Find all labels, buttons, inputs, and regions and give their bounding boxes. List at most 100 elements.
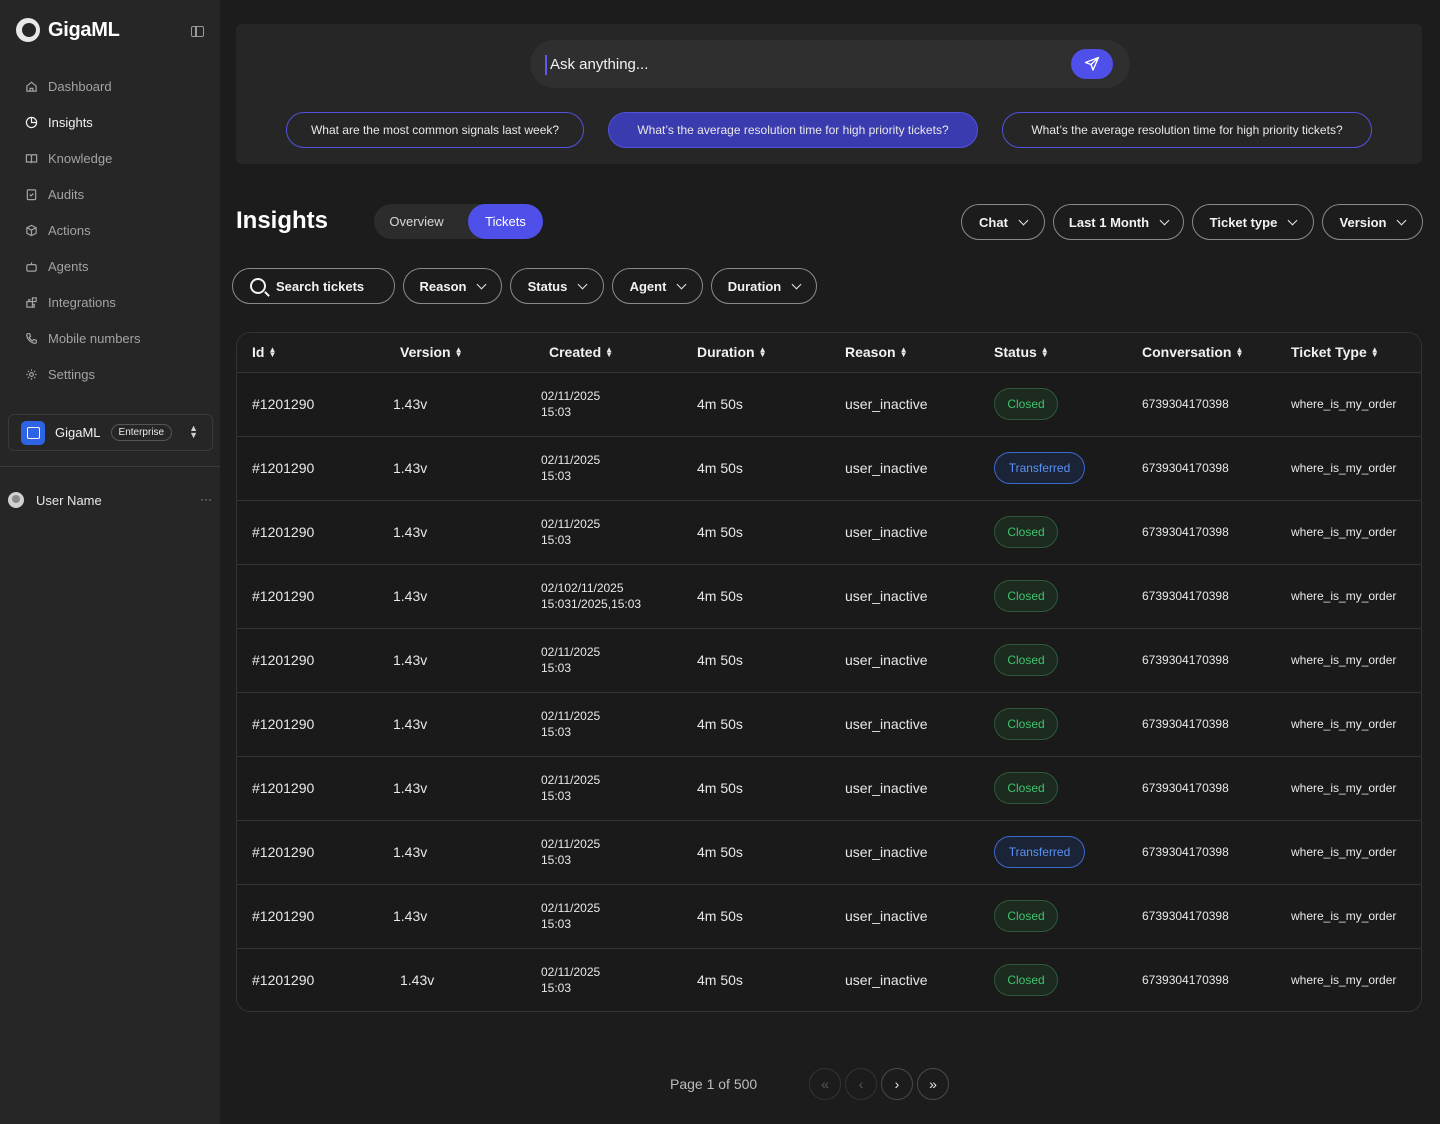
table-row[interactable]: #1201290 1.43v 02/11/2025 15:03 4m 50s user_i… [237,693,1421,757]
cell-version: 1.43v [393,588,428,604]
column-header-label: Reason [845,344,896,360]
sidebar-item-mobile-numbers[interactable]: Mobile numbers [16,320,212,356]
cell-conversation: 6739304170398 [1142,397,1229,411]
sidebar-item-integrations[interactable]: Integrations [16,284,212,320]
sidebar-item-knowledge[interactable]: Knowledge [16,140,212,176]
cell-created-date: 02/11/2025 [541,517,601,531]
user-menu[interactable]: User Name ··· [8,492,212,508]
sidebar: GigaML Dashboard Insights Knowledge Aud [0,0,220,1124]
table-row[interactable]: #1201290 1.43v 02/11/2025 15:03 4m 50s user_i… [237,629,1421,693]
org-icon [21,420,45,445]
cell-conversation: 6739304170398 [1142,781,1229,795]
cell-created-date: 02/11/2025 [541,901,601,915]
duration-filter[interactable]: Duration [711,268,817,304]
chevron-down-icon [676,279,687,289]
version-filter-label: Version [1339,214,1387,230]
column-header-reason[interactable]: Reason ▲ ▼ [845,344,908,360]
tab-overview[interactable]: Overview [389,214,444,229]
cell-reason: user_inactive [845,652,928,668]
cell-conversation: 6739304170398 [1142,717,1229,731]
cell-version: 1.43v [393,396,428,412]
previous-page-button[interactable]: ‹ [845,1068,877,1100]
tab-tickets[interactable]: Tickets [468,204,543,239]
column-header-ticket-type[interactable]: Ticket Type ▲ ▼ [1291,344,1379,360]
send-button[interactable] [1071,49,1113,79]
sidebar-item-label: Insights [48,114,93,130]
search-placeholder: Search tickets [276,278,365,294]
agent-filter[interactable]: Agent [612,268,703,304]
cell-version: 1.43v [393,844,428,860]
table-row[interactable]: #1201290 1.43v 02/11/2025 15:03 4m 50s user_i… [237,949,1421,1011]
cell-ticket-type: where_is_my_order [1291,781,1397,795]
cell-id: #1201290 [252,780,315,796]
cell-conversation: 6739304170398 [1142,653,1229,667]
table-row[interactable]: #1201290 1.43v 02/11/2025 15:03 4m 50s user_i… [237,437,1421,501]
table-row[interactable]: #1201290 1.43v 02/11/2025 15:03 4m 50s user_i… [237,373,1421,437]
first-page-button[interactable]: « [809,1068,841,1100]
column-header-status[interactable]: Status ▲ ▼ [994,344,1049,360]
cell-created: 02/11/2025 15:03 [541,772,600,804]
column-header-label: Ticket Type [1291,344,1367,360]
sidebar-item-agents[interactable]: Agents [16,248,212,284]
cell-version: 1.43v [393,652,428,668]
sidebar-item-settings[interactable]: Settings [16,356,212,392]
cell-created: 02/11/2025 15:03 [541,900,600,932]
column-header-id[interactable]: Id ▲ ▼ [252,344,276,360]
sidebar-item-dashboard[interactable]: Dashboard [16,68,212,104]
column-header-version[interactable]: Version ▲ ▼ [400,344,463,360]
table-row[interactable]: #1201290 1.43v 02/11/2025 15:03 4m 50s user_i… [237,885,1421,949]
org-switcher[interactable]: GigaML Enterprise ▲ ▼ [8,414,213,451]
double-chevron-left-icon: « [821,1076,829,1092]
date-range-filter[interactable]: Last 1 Month [1053,204,1184,240]
last-page-button[interactable]: » [917,1068,949,1100]
column-header-created[interactable]: Created ▲ ▼ [549,344,613,360]
cell-created-time: 15:03 [541,981,572,995]
cell-version: 1.43v [400,972,435,988]
more-icon[interactable]: ··· [200,492,212,506]
suggestion-chip[interactable]: What’s the average resolution time for h… [1002,112,1372,148]
cell-created: 02/11/2025 15:03 [541,836,600,868]
page-indicator: Page 1 of 500 [670,1076,758,1092]
status-filter[interactable]: Status [510,268,604,304]
sidebar-toggle-icon[interactable] [191,26,204,37]
search-tickets-input[interactable]: Search tickets [232,268,395,304]
sort-icon: ▲ ▼ [454,345,463,359]
column-header-conversation[interactable]: Conversation ▲ ▼ [1142,344,1243,360]
column-header-label: Version [400,344,451,360]
sidebar-item-audits[interactable]: Audits [16,176,212,212]
ask-panel: What are the most common signals last we… [236,24,1422,164]
status-badge: Closed [994,964,1058,996]
suggestion-chip[interactable]: What’s the average resolution time for h… [608,112,978,148]
sidebar-item-insights[interactable]: Insights [16,104,212,140]
avatar [8,492,24,508]
divider [0,466,220,467]
column-header-duration[interactable]: Duration ▲ ▼ [697,344,766,360]
cell-created-time: 15:031/2025,15:03 [541,597,642,611]
cell-created-time: 15:03 [541,725,572,739]
table-row[interactable]: #1201290 1.43v 02/11/2025 15:03 4m 50s user_i… [237,821,1421,885]
org-name: GigaML [55,425,101,440]
suggestion-chip[interactable]: What are the most common signals last we… [286,112,584,148]
ask-box [530,40,1130,88]
table-row[interactable]: #1201290 1.43v 02/102/11/2025 15:031/2025,1… [237,565,1421,629]
version-filter[interactable]: Version [1322,204,1423,240]
sort-icon: ▲ ▼ [268,345,277,359]
cell-reason: user_inactive [845,460,928,476]
ticket-type-filter[interactable]: Ticket type [1192,204,1314,240]
reason-filter[interactable]: Reason [403,268,502,304]
ask-input[interactable] [550,40,1070,88]
brand[interactable]: GigaML [16,18,120,42]
cell-reason: user_inactive [845,396,928,412]
cell-duration: 4m 50s [697,588,743,604]
table-row[interactable]: #1201290 1.43v 02/11/2025 15:03 4m 50s user_i… [237,757,1421,821]
cell-conversation: 6739304170398 [1142,845,1229,859]
table-row[interactable]: #1201290 1.43v 02/11/2025 15:03 4m 50s user_i… [237,501,1421,565]
cell-id: #1201290 [252,396,315,412]
chat-filter[interactable]: Chat [961,204,1045,240]
sidebar-item-actions[interactable]: Actions [16,212,212,248]
next-page-button[interactable]: › [881,1068,913,1100]
sidebar-nav: Dashboard Insights Knowledge Audits Acti… [16,68,212,392]
text-caret [545,55,547,75]
chevron-down-icon [477,279,487,289]
cell-reason: user_inactive [845,588,928,604]
